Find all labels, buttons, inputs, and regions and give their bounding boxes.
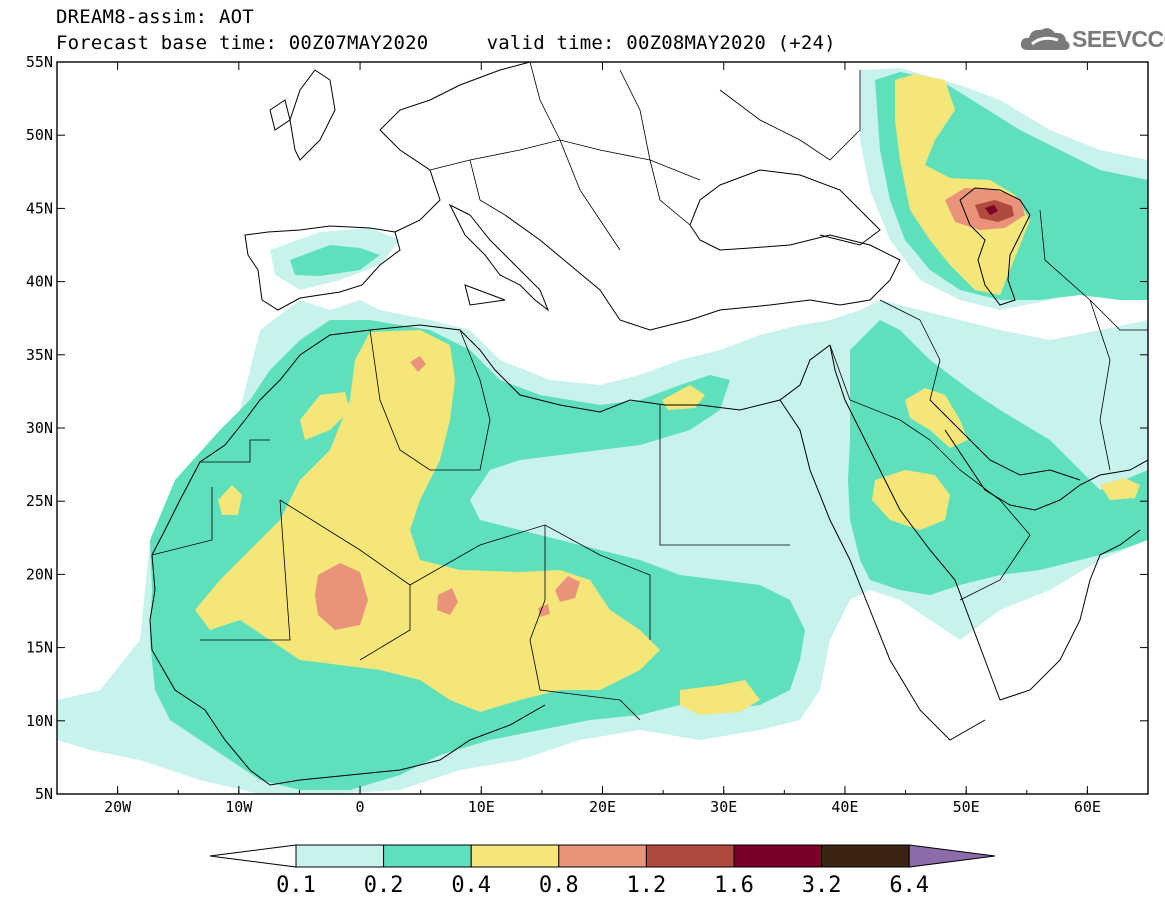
lat-tick-label: 50N — [26, 126, 53, 144]
lat-tick-label: 40N — [26, 273, 53, 291]
forecast-time-line: Forecast base time: 00Z07MAY2020 valid t… — [56, 32, 836, 54]
aot-contour-orange-mali — [315, 563, 368, 630]
map-title: DREAM8-assim: AOT — [56, 6, 254, 28]
aot-contour-mid-west — [150, 320, 805, 790]
lat-tick-label: 45N — [26, 199, 53, 217]
colorbar-under-triangle — [209, 844, 297, 868]
lat-tick-label: 25N — [26, 492, 53, 510]
map-plot-area — [57, 62, 1148, 794]
lat-tick-label: 15N — [26, 639, 53, 657]
aot-contour-yellow-sahara — [195, 330, 660, 712]
colorbar-swatch — [733, 844, 823, 868]
longitude-axis: 20W 10W 0 10E 20E 30E 40E 50E 60E — [56, 62, 1149, 816]
colorbar-label: 6.4 — [889, 873, 929, 898]
lon-tick-label: 50E — [953, 798, 980, 816]
seevccc-logo: SEEVCCC — [1018, 22, 1165, 58]
colorbar-over-triangle — [908, 844, 996, 868]
colorbar-label: 1.6 — [714, 873, 754, 898]
colorbar-label: 1.2 — [627, 873, 667, 898]
colorbar-label: 0.2 — [364, 873, 404, 898]
latitude-axis: 55N 50N 45N 40N 35N 30N 25N 20N 15N 10N 5N — [26, 53, 1148, 803]
colorbar-swatch — [645, 844, 735, 868]
aot-layer-1.6 — [985, 205, 998, 215]
colorbar-label: 0.1 — [276, 873, 316, 898]
lat-tick-label: 30N — [26, 419, 53, 437]
lat-tick-label: 10N — [26, 712, 53, 730]
coastlines — [149, 62, 1148, 786]
lon-tick-label: 0 — [356, 798, 365, 816]
country-borders — [151, 62, 1148, 721]
lon-tick-label: 20E — [589, 798, 616, 816]
colorbar-swatch — [470, 844, 560, 868]
colorbar-swatch — [383, 844, 472, 868]
aot-contour-yellow-mauritania — [218, 485, 242, 515]
aot-contour-orange-chad2 — [538, 604, 550, 617]
colorbar-label: 0.8 — [539, 873, 579, 898]
aot-contour-yellow-arabia — [872, 470, 950, 530]
colorbar-swatch — [295, 844, 385, 868]
aot-contour-yellow-egypt — [662, 385, 705, 410]
colorbar-swatch — [558, 844, 647, 868]
aot-layer-0.4 — [195, 74, 1140, 715]
lat-tick-label: 55N — [26, 53, 53, 71]
lon-tick-label: 10W — [225, 798, 253, 816]
aot-contour-orange-niger — [437, 588, 458, 615]
lon-tick-label: 10E — [468, 798, 495, 816]
colorbar-swatch — [821, 844, 910, 868]
cloud-icon — [1020, 28, 1070, 50]
colorbar-label: 3.2 — [802, 873, 842, 898]
lat-tick-label: 5N — [35, 785, 53, 803]
lon-tick-label: 60E — [1074, 798, 1101, 816]
aot-contour-orange-chad — [555, 576, 580, 602]
aot-contour-yellow-iraq — [905, 388, 968, 448]
colorbar-label: 0.4 — [451, 873, 491, 898]
lon-tick-label: 30E — [710, 798, 737, 816]
aot-contour-yellow-chad — [680, 680, 760, 715]
lon-tick-label: 20W — [104, 798, 132, 816]
lat-tick-label: 35N — [26, 346, 53, 364]
aot-contour-yellow-caspian — [895, 74, 1030, 295]
aot-contour-yellow-morocco — [300, 392, 350, 440]
lon-tick-label: 40E — [831, 798, 858, 816]
colorbar: 0.1 0.2 0.4 0.8 1.2 1.6 3.2 6.4 — [209, 844, 996, 898]
aot-contour-orange-algeria — [410, 356, 426, 372]
aot-contour-darkred-caspian — [985, 205, 998, 215]
aot-contour-yellow-gulf — [1100, 478, 1140, 500]
lat-tick-label: 20N — [26, 565, 53, 583]
aot-contour-mid-iberia — [290, 245, 380, 276]
logo-text: SEEVCCC — [1072, 26, 1165, 52]
